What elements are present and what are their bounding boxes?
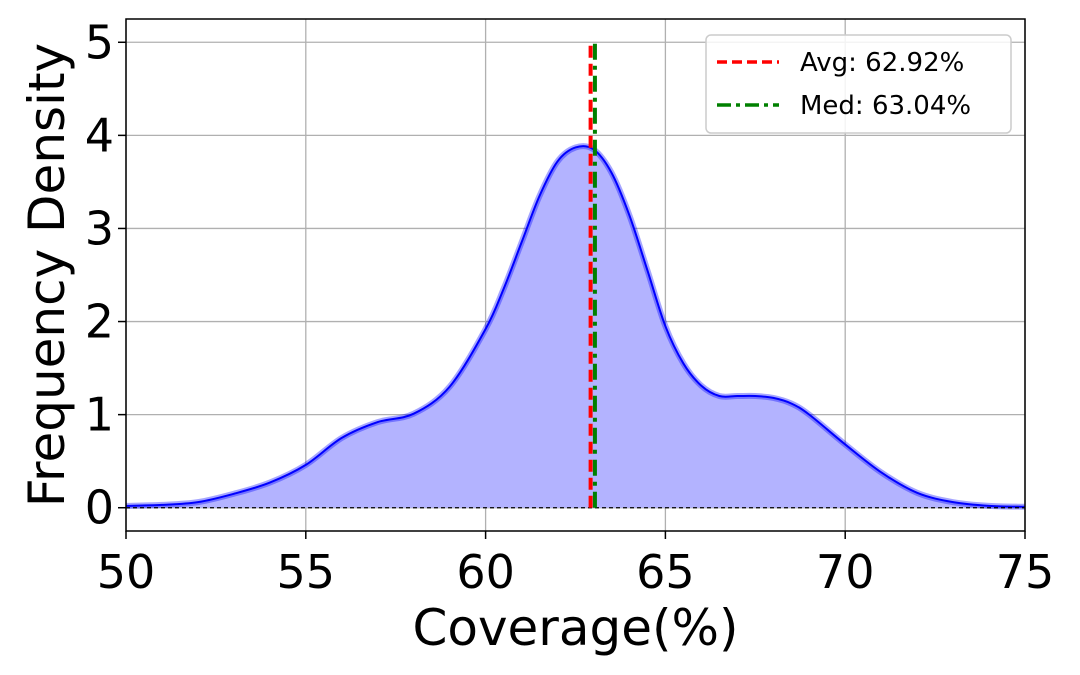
- y-tick-label: 2: [85, 295, 114, 349]
- y-tick-label: 1: [85, 388, 114, 442]
- density-fill: [126, 146, 1025, 508]
- x-tick-label: 50: [97, 545, 156, 599]
- legend-box: [705, 34, 1012, 134]
- reference-lines-layer: [588, 42, 597, 508]
- x-tick-label: 60: [456, 545, 515, 599]
- legend-label-med: Med: 63.04%: [800, 91, 971, 121]
- x-tick-label: 70: [816, 545, 875, 599]
- legend-label-avg: Avg: 62.92%: [800, 48, 964, 78]
- y-tick-label: 5: [85, 15, 114, 69]
- y-tick-label: 0: [85, 481, 114, 535]
- tick-layer: 50 55 60 65 70 75 0 1 2 3 4 5: [85, 15, 1055, 599]
- x-tick-label: 65: [636, 545, 695, 599]
- density-curve: [125, 145, 1026, 508]
- y-tick-label: 4: [85, 108, 114, 162]
- x-tick-label: 75: [996, 545, 1055, 599]
- plot-frame: [125, 18, 1026, 532]
- y-tick-label: 3: [85, 201, 114, 255]
- x-tick-label: 55: [277, 545, 336, 599]
- y-axis-label: Frequency Density: [18, 43, 76, 507]
- legend: Avg: 62.92% Med: 63.04%: [705, 34, 1012, 134]
- density-layer: [125, 143, 1026, 510]
- x-axis-label: Coverage(%): [412, 599, 738, 657]
